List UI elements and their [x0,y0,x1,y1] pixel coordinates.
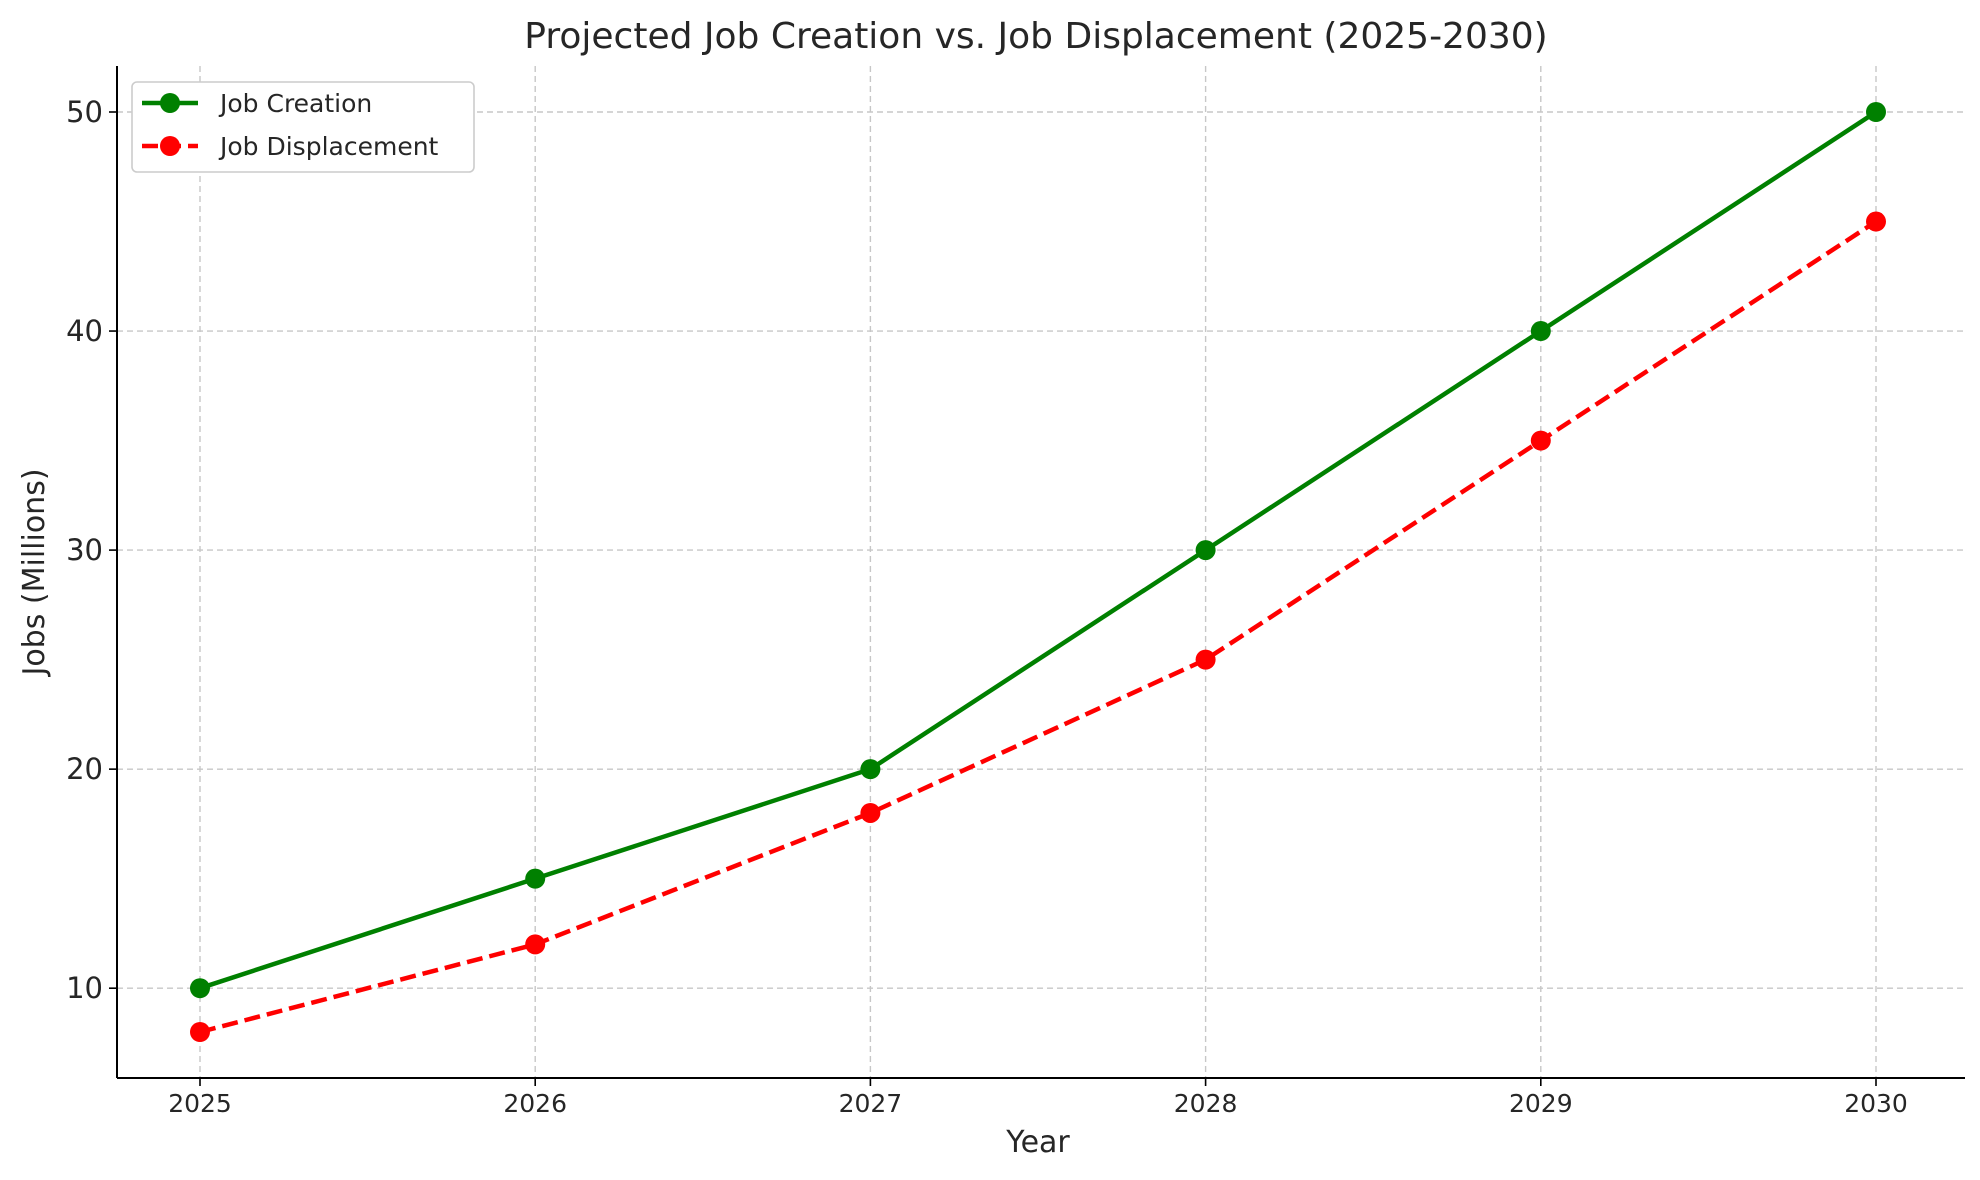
x-tick-label-2025: 2025 [168,1089,232,1118]
legend-marker-job-displacement [160,136,180,156]
series-line-job-creation [199,110,1878,991]
legend-label-job-displacement: Job Displacement [218,132,439,161]
data-point-job-displacement-2028 [1195,649,1216,670]
x-tick-label-2027: 2027 [839,1089,903,1118]
y-tick-label-20: 20 [66,752,103,786]
series-job-displacement [190,211,1886,1042]
data-point-job-creation-2029 [1530,321,1551,342]
data-point-job-creation-2025 [190,978,210,999]
data-point-job-displacement-2025 [190,1022,210,1042]
data-point-job-displacement-2030 [1866,211,1886,232]
data-point-job-creation-2026 [525,868,546,889]
series-layer [190,102,1886,1042]
y-tick-label-50: 50 [66,95,103,129]
legend-item-job-displacement: Job Displacement [142,132,439,161]
legend-item-job-creation: Job Creation [142,89,372,118]
data-point-job-creation-2028 [1195,540,1216,561]
y-axis-label: Jobs (Millions) [17,468,52,677]
x-tick-label-2029: 2029 [1509,1089,1573,1118]
data-point-job-creation-2027 [860,759,881,780]
y-tick-label-40: 40 [66,314,103,348]
x-tick-label-2026: 2026 [503,1089,567,1118]
series-job-creation [190,102,1886,999]
legend-frame [131,81,475,173]
x-tick-label-2030: 2030 [1844,1089,1908,1118]
x-tick-label-2028: 2028 [1174,1089,1238,1118]
data-point-job-creation-2030 [1866,102,1886,122]
data-point-job-displacement-2026 [525,934,546,955]
data-point-job-displacement-2029 [1530,430,1551,451]
grid-lines [117,66,1965,1078]
y-tick-label-30: 30 [66,533,103,567]
chart-title: Projected Job Creation vs. Job Displacem… [524,16,1547,57]
legend-label-job-creation: Job Creation [218,89,372,118]
legend: Job Creation Job Displacement [131,81,475,173]
data-point-job-displacement-2027 [860,802,881,823]
series-line-job-displacement [199,219,1878,1035]
legend-marker-job-creation [160,93,180,113]
x-axis-label: Year [1005,1125,1070,1160]
y-tick-label-10: 10 [66,971,103,1005]
